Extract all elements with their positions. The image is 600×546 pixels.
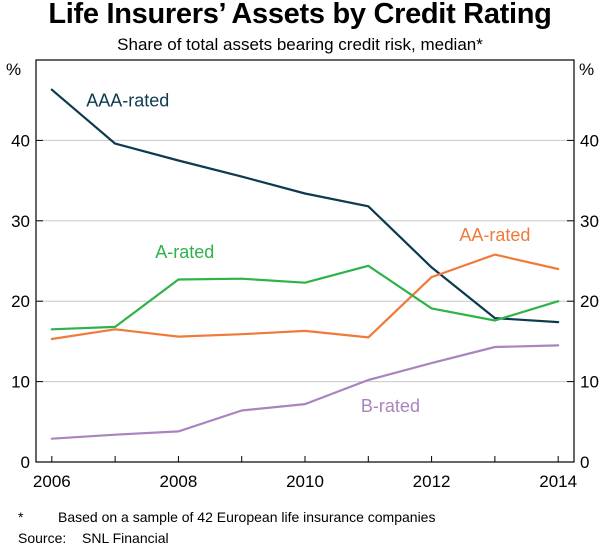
plot-frame xyxy=(35,59,575,463)
y-tick-label-right: 30 xyxy=(580,212,599,231)
series-line-aaa-rated xyxy=(50,88,560,324)
y-tick-label-left: 0 xyxy=(21,453,30,472)
x-tick-label: 2008 xyxy=(159,472,197,491)
footnote-text: Based on a sample of 42 European life in… xyxy=(58,509,436,525)
y-tick-label-left: 10 xyxy=(11,373,30,392)
series-label-a-rated: A-rated xyxy=(155,242,214,262)
x-tick-label: 2012 xyxy=(413,472,451,491)
series-label-aaa-rated: AAA-rated xyxy=(86,91,169,111)
series-line-b-rated xyxy=(50,344,560,440)
source-note: Source: SNL Financial xyxy=(18,530,169,546)
y-tick-label-right: 0 xyxy=(580,453,589,472)
x-tick-label: 2006 xyxy=(33,472,71,491)
source-label: Source: xyxy=(18,530,67,546)
footnote: * Based on a sample of 42 European life i… xyxy=(18,509,435,525)
series-line-a-rated xyxy=(50,264,560,331)
series-line-aa-rated xyxy=(50,253,560,341)
x-tick-label: 2014 xyxy=(539,472,577,491)
series-label-aa-rated: AA-rated xyxy=(459,225,530,245)
y-axis-unit-left: % xyxy=(6,60,21,79)
y-axis-unit-right: % xyxy=(579,60,594,79)
y-tick-label-left: 30 xyxy=(11,212,30,231)
x-tick-label: 2010 xyxy=(286,472,324,491)
source-text: SNL Financial xyxy=(82,530,169,546)
footnote-marker: * xyxy=(18,509,24,525)
y-tick-label-right: 40 xyxy=(580,131,599,150)
chart-subtitle: Share of total assets bearing credit ris… xyxy=(117,35,483,54)
chart-title: Life Insurers’ Assets by Credit Rating xyxy=(48,0,552,30)
y-tick-label-left: 20 xyxy=(11,292,30,311)
y-tick-label-right: 20 xyxy=(580,292,599,311)
y-tick-label-right: 10 xyxy=(580,373,599,392)
series-label-b-rated: B-rated xyxy=(361,396,420,416)
y-tick-label-left: 40 xyxy=(11,131,30,150)
